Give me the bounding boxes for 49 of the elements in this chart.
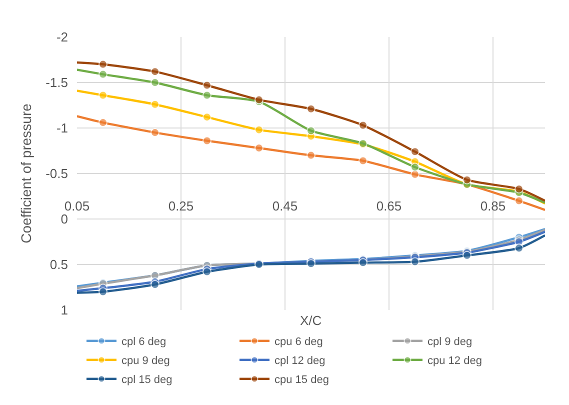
point bbox=[98, 90, 108, 100]
x-tick-label: 0.05 bbox=[64, 198, 90, 214]
point bbox=[150, 78, 160, 87]
y-tick-label: 0 bbox=[60, 212, 68, 227]
legend-label: cpl 15 deg bbox=[122, 374, 172, 386]
x-tick-label: 0.45 bbox=[272, 198, 298, 214]
point bbox=[202, 90, 212, 100]
point bbox=[150, 100, 160, 109]
legend-label: cpu 6 deg bbox=[274, 336, 323, 348]
legend-label: cpl 9 deg bbox=[428, 336, 472, 348]
legend-label: cpu 9 deg bbox=[122, 355, 170, 368]
point bbox=[462, 175, 472, 184]
point bbox=[98, 70, 108, 79]
point bbox=[410, 162, 420, 172]
point bbox=[98, 287, 108, 296]
point bbox=[514, 196, 524, 206]
legend-label: cpu 12 deg bbox=[428, 355, 482, 368]
point bbox=[254, 125, 264, 134]
y-tick-label: -1 bbox=[56, 120, 68, 136]
x-tick-label: 0.65 bbox=[376, 198, 402, 214]
x-tick-label: 0.25 bbox=[168, 198, 194, 214]
point bbox=[306, 126, 316, 136]
y-tick-label: -0.5 bbox=[46, 166, 68, 182]
y-tick-label: 0.5 bbox=[50, 257, 68, 272]
y-tick-label: -2 bbox=[56, 30, 68, 45]
point bbox=[202, 267, 212, 276]
x-axis-title: X/C bbox=[300, 313, 322, 328]
x-tick-label: 0.85 bbox=[480, 198, 506, 214]
point bbox=[462, 250, 472, 260]
legend-label: cpu 15 deg bbox=[274, 374, 329, 386]
point bbox=[410, 147, 420, 156]
y-tick-label: -1.5 bbox=[46, 75, 68, 90]
legend-label: cpl 6 deg bbox=[122, 336, 166, 348]
point bbox=[98, 60, 108, 69]
point bbox=[358, 156, 368, 166]
y-axis-title: Coefficient of pressure bbox=[18, 103, 34, 244]
y-tick-label: 1 bbox=[60, 302, 68, 318]
point bbox=[410, 257, 420, 266]
point bbox=[514, 244, 524, 253]
point bbox=[358, 120, 368, 130]
point bbox=[150, 67, 160, 76]
legend-label: cpl 12 deg bbox=[274, 355, 326, 368]
point bbox=[306, 104, 316, 114]
point bbox=[358, 258, 368, 268]
point bbox=[202, 136, 212, 146]
point bbox=[306, 150, 316, 160]
point bbox=[202, 112, 212, 122]
point bbox=[410, 170, 420, 179]
point bbox=[202, 80, 212, 90]
